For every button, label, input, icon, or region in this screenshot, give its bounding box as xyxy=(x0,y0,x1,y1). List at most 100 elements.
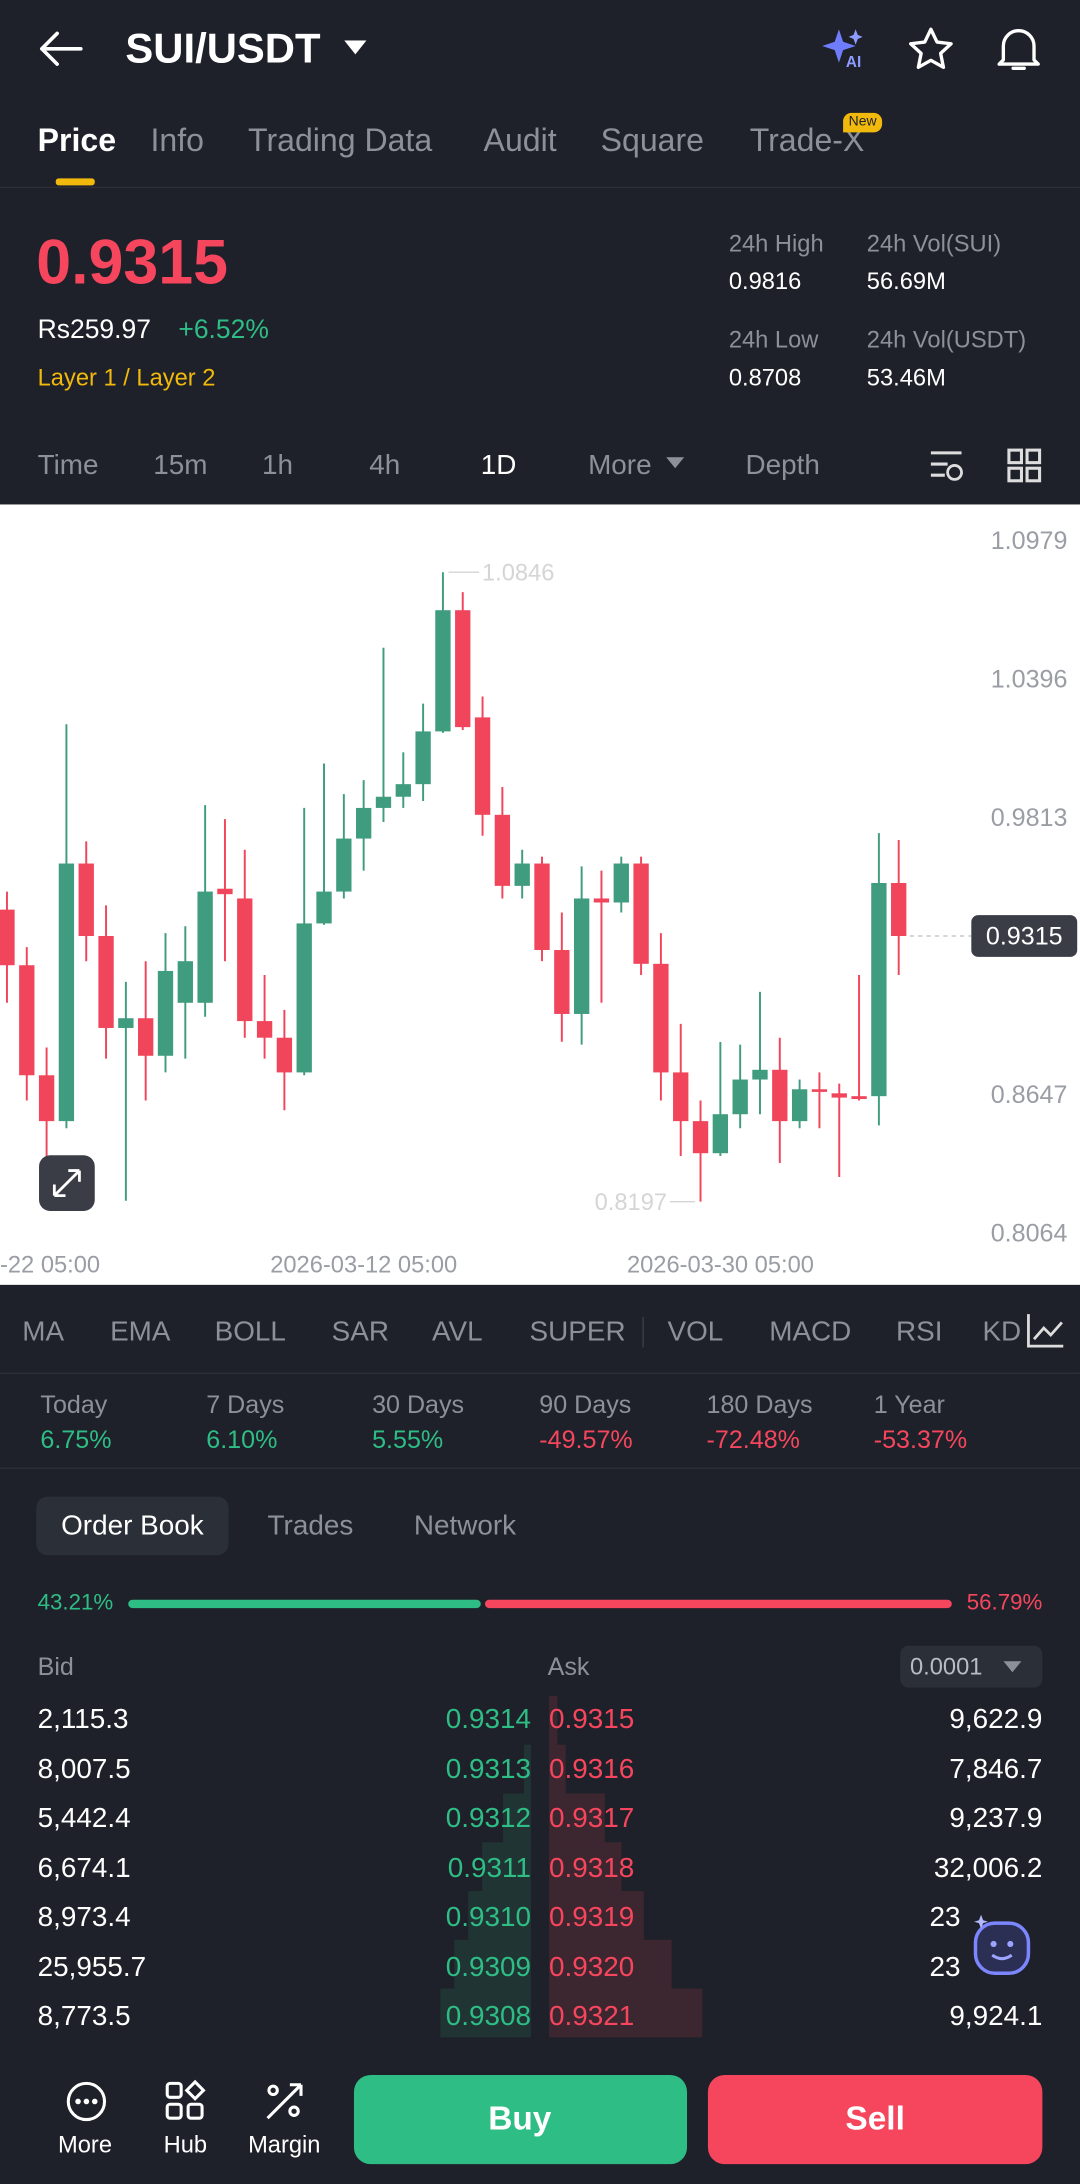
ask-amount: 23 xyxy=(929,1951,961,1983)
indicator[interactable]: KD xyxy=(982,1316,1022,1348)
stat-value: 0.9816 xyxy=(728,268,802,295)
nav-label[interactable]: More xyxy=(58,2131,112,2158)
price-change: +6.52% xyxy=(178,315,269,345)
expand-button[interactable] xyxy=(39,1155,95,1211)
bid-price: 0.9310 xyxy=(445,1902,531,1933)
step-selector[interactable] xyxy=(900,1645,1043,1688)
stat-label: 24h Vol(USDT) xyxy=(866,326,1027,354)
pair-title[interactable]: SUI/USDT xyxy=(125,26,321,73)
stat-value: 53.46M xyxy=(866,364,946,391)
y-tick-label: 0.8647 xyxy=(991,1081,1068,1109)
interval[interactable]: 15m xyxy=(153,450,208,481)
interval[interactable]: 1h xyxy=(261,450,293,481)
candle-body xyxy=(19,965,35,1076)
bid-amount: 25,955.7 xyxy=(37,1951,147,1983)
candle-body xyxy=(554,950,570,1014)
nav-label[interactable]: Margin xyxy=(248,2131,321,2158)
indicator[interactable]: MACD xyxy=(769,1316,852,1348)
more-icon[interactable] xyxy=(64,2079,109,2124)
margin-icon[interactable] xyxy=(262,2079,307,2124)
candle-body xyxy=(772,1069,788,1122)
back-button[interactable] xyxy=(39,31,84,67)
interval[interactable]: Time xyxy=(37,450,99,481)
sell-label[interactable]: Sell xyxy=(845,2100,905,2138)
assistant-icon[interactable] xyxy=(970,1912,1040,1982)
period-value: -72.48% xyxy=(706,1425,800,1454)
alert-icon[interactable] xyxy=(995,25,1042,72)
candle-body xyxy=(891,883,907,937)
tab[interactable]: Square xyxy=(600,121,704,159)
candle-body xyxy=(633,863,649,964)
indicator[interactable]: EMA xyxy=(110,1316,171,1348)
separator xyxy=(642,1316,644,1348)
book-tab[interactable]: Trades xyxy=(267,1510,354,1542)
step-dropdown[interactable] xyxy=(1003,1661,1022,1674)
tab[interactable]: Price xyxy=(37,121,117,159)
bid-amount: 2,115.3 xyxy=(37,1704,129,1735)
interval[interactable]: More xyxy=(588,450,652,481)
candle-body xyxy=(256,1021,273,1038)
last-price: 0.9315 xyxy=(36,226,229,298)
svg-text:AI: AI xyxy=(846,54,861,71)
candle-body xyxy=(534,863,550,951)
divider xyxy=(0,1467,1080,1469)
depth-shade xyxy=(549,1891,644,1940)
indicator[interactable]: SAR xyxy=(331,1316,389,1348)
indicator[interactable]: BOLL xyxy=(214,1316,286,1348)
category-tags[interactable]: Layer 1 / Layer 2 xyxy=(37,364,216,391)
tab[interactable]: Info xyxy=(150,121,204,159)
nav-label[interactable]: Hub xyxy=(163,2131,208,2158)
new-badge: New xyxy=(843,112,883,133)
depth-shade xyxy=(549,1988,703,2038)
chart-settings-icon[interactable] xyxy=(928,447,967,483)
bid-ratio: 43.21% xyxy=(37,1591,114,1616)
tab[interactable]: Trading Data xyxy=(248,121,433,159)
book-tab[interactable]: Network xyxy=(413,1510,517,1542)
period-label: 180 Days xyxy=(706,1390,813,1419)
candle-body xyxy=(692,1121,709,1154)
layout-icon[interactable] xyxy=(1006,447,1042,483)
bid-amount: 5,442.4 xyxy=(37,1803,131,1834)
interval[interactable]: Depth xyxy=(745,450,820,481)
depth-shade xyxy=(549,1793,605,1843)
indicator[interactable]: SUPER xyxy=(529,1316,626,1348)
indicator[interactable]: AVL xyxy=(431,1316,483,1348)
tab-indicator xyxy=(55,178,95,186)
tab[interactable]: Audit xyxy=(483,121,557,159)
period-label: 30 Days xyxy=(372,1390,465,1419)
indicator[interactable]: VOL xyxy=(667,1316,724,1348)
candle-body xyxy=(613,863,629,903)
favorite-icon[interactable] xyxy=(907,26,954,71)
ai-icon[interactable]: AI xyxy=(822,26,869,71)
ask-amount: 23 xyxy=(929,1902,961,1933)
y-tick-label: 0.9813 xyxy=(991,804,1068,832)
pair-dropdown[interactable] xyxy=(344,40,367,57)
stat-label: 24h Low xyxy=(728,326,819,354)
hub-icon[interactable] xyxy=(163,2079,208,2124)
candle-body xyxy=(435,610,451,732)
indicator-settings-icon[interactable] xyxy=(1024,1311,1067,1351)
candle-body xyxy=(375,796,392,808)
buy-button[interactable] xyxy=(353,2074,688,2165)
period-label: 90 Days xyxy=(539,1390,632,1419)
high-label: 1.0846 xyxy=(482,561,554,587)
indicator[interactable]: MA xyxy=(22,1316,65,1348)
stat-value: 0.8708 xyxy=(728,364,802,391)
low-label: 0.8197 xyxy=(595,1190,667,1216)
depth-shade xyxy=(454,1939,531,1989)
y-tick-label: 1.0979 xyxy=(991,527,1068,555)
candle-body xyxy=(673,1072,689,1122)
book-tab[interactable]: Order Book xyxy=(61,1510,204,1542)
ask-price: 0.9317 xyxy=(549,1803,635,1834)
sell-button[interactable] xyxy=(707,2074,1043,2165)
candle-body xyxy=(811,1089,828,1092)
indicator[interactable]: RSI xyxy=(896,1316,943,1348)
depth-shade xyxy=(468,1891,531,1940)
divider xyxy=(0,186,1080,189)
interval[interactable]: 4h xyxy=(369,450,401,481)
more-dropdown[interactable] xyxy=(666,457,685,470)
step-value[interactable]: 0.0001 xyxy=(909,1653,983,1680)
buy-label[interactable]: Buy xyxy=(488,2100,552,2138)
interval-active[interactable]: 1D xyxy=(480,450,517,481)
